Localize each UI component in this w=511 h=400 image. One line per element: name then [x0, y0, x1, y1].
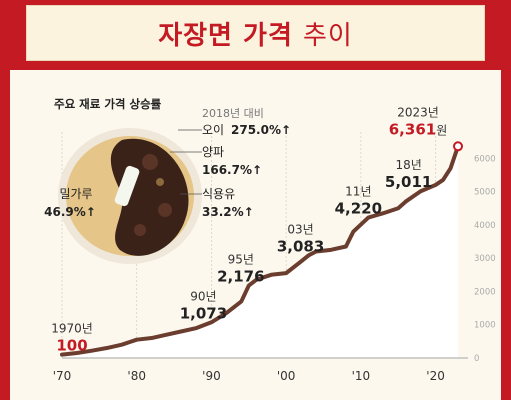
annotation-year: 1970년	[51, 322, 93, 336]
ingredients-baseline: 2018년 대비	[202, 107, 264, 120]
x-tick-label: '10	[352, 369, 371, 383]
pork-piece	[142, 154, 158, 170]
y-tick-label: 0	[474, 354, 479, 364]
ingredient-name-flour: 밀가루	[59, 187, 92, 201]
y-tick-label: 6000	[474, 154, 496, 164]
latest-price-marker	[453, 141, 463, 152]
annotation-value: 100	[56, 337, 87, 355]
ingredient-value-onion: 166.7%↑	[202, 163, 262, 177]
pork-piece	[134, 224, 146, 236]
annotation-value: 3,083	[277, 237, 324, 255]
jajangmyeon-bowl-illustration	[58, 128, 202, 264]
ingredient-name-oil: 식용유	[202, 187, 235, 201]
pork-piece	[158, 203, 172, 217]
y-tick-label: 5000	[474, 188, 496, 198]
annotation-year: 2023년	[397, 105, 439, 119]
chart-panel: '70 '80 '90 '00 '10 '20 0 1000 2000 3000 4000 5000 6…	[10, 70, 501, 400]
cucumber-slice	[114, 165, 140, 207]
chart-axes: '70 '80 '90 '00 '10 '20 0 1000 2000 3000 4000 5000 6…	[53, 154, 496, 383]
x-tick-label: '20	[426, 369, 445, 383]
ingredients-title: 주요 재료 가격 상승률	[54, 97, 162, 111]
title-suffix: 추이	[302, 20, 353, 51]
annotation-year: 11년	[345, 185, 371, 199]
annotation-value: 4,220	[335, 200, 382, 218]
ingredient-name-cucumber: 오이	[202, 123, 224, 137]
ingredients-panel: 주요 재료 가격 상승률 2018년 대비 오이 275.0%↑ 양파 166.…	[44, 97, 291, 219]
x-tick-label: '70	[53, 369, 72, 383]
price-trend-chart: '70 '80 '90 '00 '10 '20 0 1000 2000 3000 4000 5000 6…	[44, 97, 496, 383]
ingredient-name-onion: 양파	[202, 145, 224, 159]
y-tick-label: 2000	[474, 287, 496, 297]
ingredient-value-oil: 33.2%↑	[202, 205, 254, 219]
onion-piece	[156, 178, 164, 186]
annotation-value: 2,176	[217, 268, 264, 286]
x-tick-label: '00	[277, 369, 296, 383]
title-banner: 자장면 가격 추이	[26, 5, 485, 61]
price-area	[60, 141, 463, 358]
y-tick-label: 1000	[474, 321, 496, 331]
price-area-fill	[62, 146, 458, 358]
ingredient-value-cucumber: 275.0%↑	[231, 123, 291, 137]
annotation-year: 18년	[395, 158, 421, 172]
annotation-value: 1,073	[180, 304, 227, 322]
annotation-year: 03년	[287, 222, 313, 236]
annotation-year: 90년	[190, 289, 216, 303]
annotation-value: 5,011	[385, 173, 432, 191]
ingredient-value-flour: 46.9%↑	[44, 205, 96, 219]
x-tick-label: '80	[127, 369, 146, 383]
y-tick-label: 3000	[474, 254, 496, 264]
page-title: 자장면 가격 추이	[158, 20, 353, 51]
price-line	[60, 144, 460, 357]
x-tick-label: '90	[202, 369, 221, 383]
y-tick-label: 4000	[474, 221, 496, 231]
annotation-year: 95년	[228, 253, 254, 267]
annotation-value: 6,361원	[389, 120, 448, 138]
annotation-unit: 원	[436, 123, 447, 137]
